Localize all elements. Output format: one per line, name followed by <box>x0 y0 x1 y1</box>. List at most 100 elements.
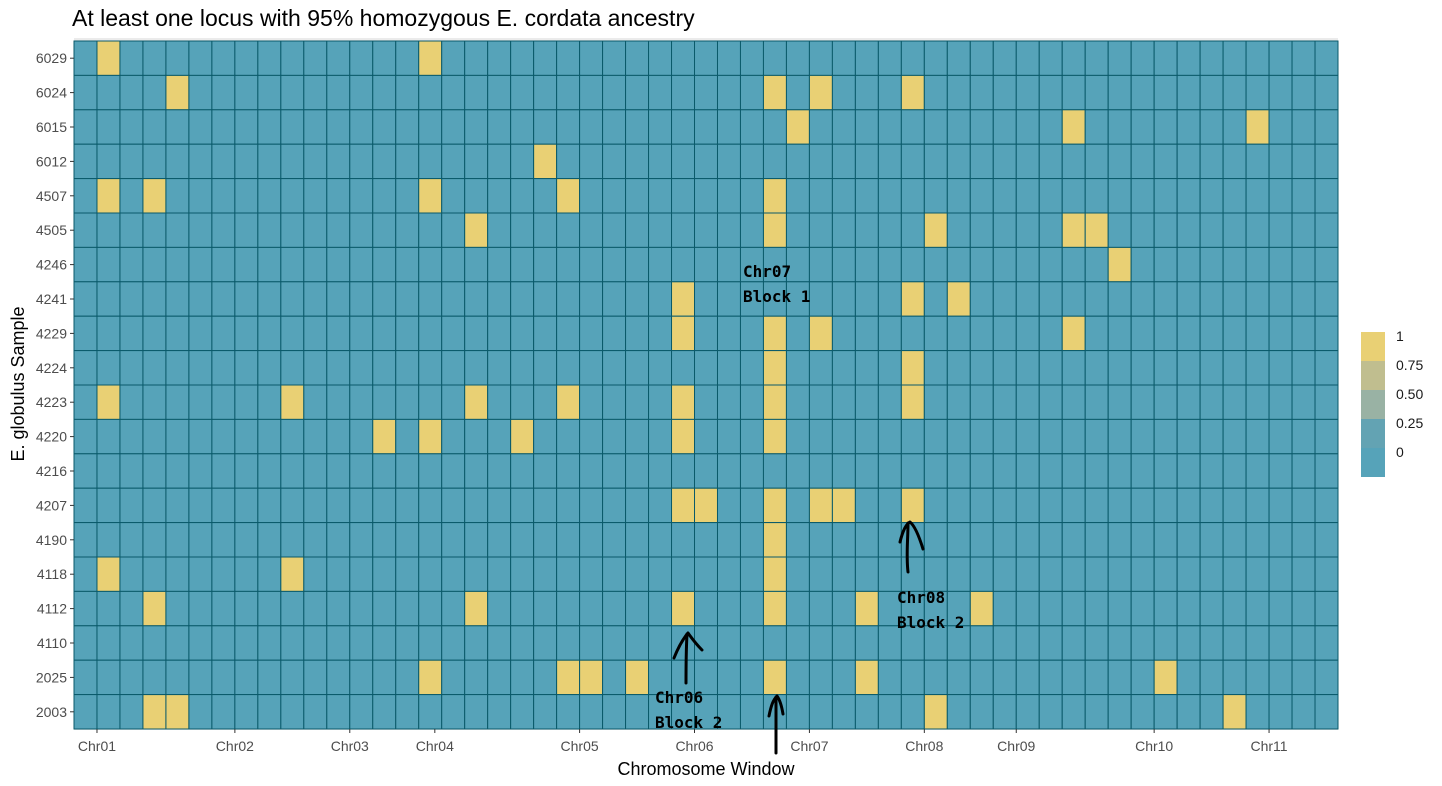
heatmap-cell <box>625 522 650 558</box>
heatmap-cell <box>923 315 948 352</box>
heatmap-cell <box>946 281 971 317</box>
heatmap-cell <box>1268 590 1293 627</box>
heatmap-cell <box>694 143 718 180</box>
heatmap-cell <box>671 453 696 489</box>
heatmap-cell <box>234 522 259 558</box>
heatmap-cell <box>418 350 443 386</box>
heatmap-cell <box>579 625 604 661</box>
heatmap-cell <box>188 350 213 386</box>
heatmap-cell <box>119 178 144 214</box>
heatmap-cell <box>877 487 902 524</box>
heatmap-cell <box>349 315 374 352</box>
heatmap-cell <box>142 487 167 524</box>
heatmap-cell <box>73 694 98 730</box>
heatmap-cell <box>1199 143 1224 180</box>
chart-title: At least one locus with 95% homozygous E… <box>72 5 695 31</box>
heatmap-cell <box>464 453 489 489</box>
heatmap-cell <box>969 246 994 283</box>
heatmap-cell <box>280 178 305 214</box>
heatmap-cell <box>372 453 397 489</box>
heatmap-cell <box>992 315 1017 352</box>
heatmap-cell <box>1268 418 1293 455</box>
heatmap-cell <box>556 487 581 524</box>
heatmap-cell <box>73 625 98 661</box>
heatmap-cell <box>1245 590 1270 627</box>
heatmap-cell <box>395 109 420 145</box>
heatmap-cell <box>1153 350 1178 386</box>
heatmap-cell <box>1268 694 1293 730</box>
heatmap-cell <box>625 178 650 214</box>
heatmap-cell <box>533 625 558 661</box>
heatmap-cell <box>372 625 397 661</box>
heatmap-cell <box>556 418 581 455</box>
heatmap-cell <box>418 659 443 696</box>
heatmap-cell <box>73 143 98 180</box>
heatmap-cell <box>487 694 512 730</box>
heatmap-cell <box>441 74 466 111</box>
heatmap-cell <box>119 109 144 145</box>
heatmap-cell <box>1245 522 1270 558</box>
heatmap-cell <box>1153 109 1178 145</box>
heatmap-cell <box>1130 487 1155 524</box>
legend-swatch <box>1361 361 1385 390</box>
heatmap-cell <box>602 453 627 489</box>
heatmap-cell <box>1015 350 1040 386</box>
heatmap-cell <box>1107 143 1132 180</box>
heatmap-cell <box>441 315 466 352</box>
heatmap-cell <box>1107 246 1132 283</box>
heatmap-cell <box>510 74 535 111</box>
heatmap-cell <box>625 384 650 420</box>
heatmap-cell <box>280 418 305 455</box>
heatmap-cell <box>1015 212 1040 248</box>
heatmap-cell <box>1268 74 1293 111</box>
heatmap-cell <box>1153 315 1178 352</box>
heatmap-cell <box>487 453 512 489</box>
heatmap-cell <box>808 281 833 317</box>
heatmap-cell <box>716 40 741 76</box>
heatmap-cell <box>969 694 994 730</box>
heatmap-cell <box>303 143 328 180</box>
heatmap-cell <box>556 625 581 661</box>
heatmap-cell <box>900 281 925 317</box>
heatmap-cell <box>441 246 466 283</box>
y-tick-label: 4190 <box>36 532 67 548</box>
heatmap-cell <box>510 522 535 558</box>
heatmap-cell <box>1015 487 1040 524</box>
heatmap-cell <box>992 590 1017 627</box>
heatmap-cell <box>854 40 879 76</box>
heatmap-cell <box>1268 487 1293 524</box>
heatmap-cell <box>280 281 305 317</box>
heatmap-cell <box>1268 109 1293 145</box>
heatmap-cell <box>349 453 374 489</box>
heatmap-cell <box>142 109 167 145</box>
heatmap-cell <box>648 487 673 524</box>
heatmap-cell <box>441 350 466 386</box>
heatmap-cell <box>1222 212 1247 248</box>
heatmap-cell <box>1199 453 1224 489</box>
legend-swatch <box>1361 390 1385 419</box>
annotation-chr08-line2: Block 2 <box>897 613 964 632</box>
heatmap-cell <box>1199 384 1224 420</box>
heatmap-cell <box>1222 74 1247 111</box>
heatmap-cell <box>234 178 259 214</box>
heatmap-cell <box>1015 143 1040 180</box>
heatmap-cell <box>1038 418 1063 455</box>
heatmap-cell <box>1199 487 1224 524</box>
heatmap-cell <box>487 74 512 111</box>
heatmap-cell <box>1130 659 1155 696</box>
heatmap-cell <box>946 315 971 352</box>
heatmap-cell <box>808 625 833 661</box>
heatmap-cell <box>211 522 236 558</box>
heatmap-cell <box>441 659 466 696</box>
heatmap-cell <box>625 212 650 248</box>
heatmap-cell <box>487 625 512 661</box>
heatmap-cell <box>142 659 167 696</box>
heatmap-cell <box>1268 281 1293 317</box>
heatmap-cell <box>831 487 856 524</box>
heatmap-cell <box>1268 350 1293 386</box>
heatmap-cell <box>1222 178 1247 214</box>
heatmap-cell <box>464 522 489 558</box>
heatmap-cell <box>739 453 764 489</box>
heatmap-cell <box>831 315 856 352</box>
heatmap-cell <box>510 384 535 420</box>
